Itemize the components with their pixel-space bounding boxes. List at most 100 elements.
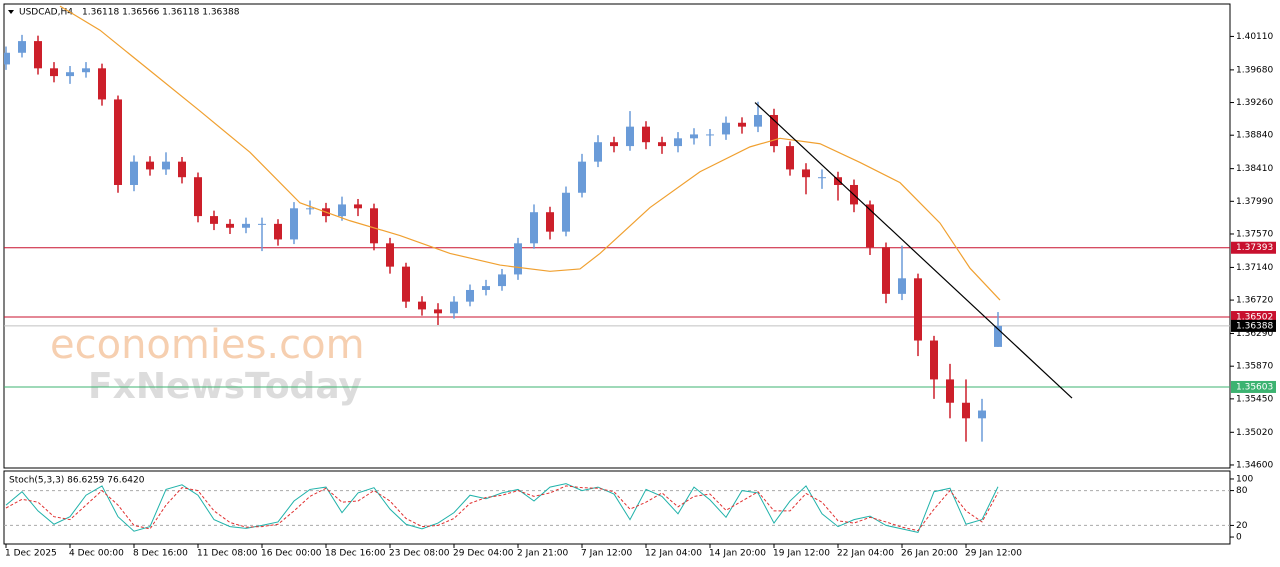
candle-body — [482, 286, 490, 290]
y-tick-label: 1.36290 — [1236, 329, 1273, 339]
candle-body — [354, 204, 362, 209]
x-tick-label: 22 Jan 04:00 — [837, 549, 894, 559]
candle-body — [98, 68, 106, 100]
x-tick-label: 16 Dec 00:00 — [261, 549, 322, 559]
x-tick-label: 14 Jan 20:00 — [709, 549, 766, 559]
candle-body — [562, 192, 570, 232]
menu-arrow[interactable] — [8, 10, 14, 14]
axes: 1.40110 1.39680 1.39260 1.38840 1.38410 1.379… — [5, 32, 1276, 559]
ohlc-label: 1.36118 1.36566 1.36118 1.36388 — [82, 8, 240, 18]
candle-body — [418, 301, 426, 310]
x-tick-label: 1 Dec 2025 — [5, 549, 57, 559]
y-tick-label: 1.35870 — [1236, 362, 1273, 372]
x-tick-label: 23 Dec 08:00 — [389, 549, 450, 559]
candle-body — [258, 223, 266, 225]
candle-body — [434, 309, 442, 314]
candle-body — [786, 146, 794, 170]
price-level-box — [1231, 380, 1276, 393]
stoch-panel — [3, 470, 1231, 545]
candle-body — [34, 41, 42, 69]
candle-body — [514, 243, 522, 275]
candle-body — [50, 68, 58, 77]
moving-average — [59, 5, 1001, 301]
y-tick-label: 0 — [1236, 533, 1242, 543]
candle-body — [18, 41, 26, 53]
candle-body — [530, 212, 538, 244]
candle-body — [674, 138, 682, 147]
candle-body — [450, 301, 458, 314]
candle-body — [834, 177, 842, 185]
candle-body — [546, 212, 554, 232]
candle-body — [994, 325, 1002, 347]
candle-body — [642, 126, 650, 143]
candle-body — [194, 177, 202, 217]
candle-body — [578, 161, 586, 193]
candle-body — [402, 266, 410, 302]
watermark: economies.com — [50, 322, 365, 368]
candle-body — [130, 161, 138, 185]
y-tick-label: 1.37570 — [1236, 229, 1273, 239]
candle-body — [898, 278, 906, 294]
candle-body — [594, 142, 602, 162]
stoch-line — [5, 485, 999, 532]
candle-body — [162, 161, 170, 170]
candle-body — [754, 114, 762, 127]
candle-body — [338, 204, 346, 217]
x-tick-label: 12 Jan 04:00 — [645, 549, 702, 559]
price-level-label: 1.37393 — [1236, 243, 1273, 253]
y-tick-label: 1.35450 — [1236, 394, 1273, 404]
candle-body — [882, 247, 890, 294]
candle-body — [466, 289, 474, 302]
candle-body — [226, 223, 234, 228]
candle-body — [610, 142, 618, 147]
price-level-label: 1.36502 — [1236, 313, 1273, 323]
candle-body — [946, 379, 954, 403]
main-panel — [3, 3, 1231, 469]
candle-body — [66, 72, 74, 77]
candle-body — [914, 278, 922, 341]
y-tick-label: 80 — [1236, 486, 1248, 496]
candle-body — [690, 134, 698, 139]
symbol-title: USDCAD,H4 — [19, 8, 73, 18]
stoch-line — [5, 483, 999, 533]
candle-body — [290, 208, 298, 240]
y-tick-label: 1.37140 — [1236, 263, 1273, 273]
price-level-label: 1.35603 — [1236, 382, 1273, 392]
y-tick-label: 1.36720 — [1236, 296, 1273, 306]
stoch-plot — [4, 483, 1230, 533]
trendline — [754, 102, 1073, 399]
main-plot — [4, 5, 1230, 442]
candle-body — [146, 161, 154, 170]
candle-body — [930, 340, 938, 380]
x-tick-label: 18 Dec 16:00 — [325, 549, 386, 559]
price-level-box — [1231, 241, 1276, 254]
candle-body — [818, 177, 826, 179]
candle-body — [210, 216, 218, 224]
y-tick-label: 1.39260 — [1236, 98, 1273, 108]
candle-body — [114, 99, 122, 185]
x-tick-label: 4 Dec 00:00 — [69, 549, 124, 559]
candle-body — [626, 126, 634, 147]
x-tick-label: 2 Jan 21:00 — [517, 549, 569, 559]
candle-body — [274, 223, 282, 240]
y-tick-label: 1.35020 — [1236, 428, 1273, 438]
candle-body — [242, 223, 250, 228]
y-tick-label: 1.40110 — [1236, 32, 1273, 42]
candle-body — [722, 122, 730, 135]
y-tick-label: 20 — [1236, 521, 1248, 531]
candle-body — [498, 274, 506, 287]
candle-body — [178, 161, 186, 178]
x-tick-label: 11 Dec 08:00 — [197, 549, 258, 559]
y-tick-label: 1.34600 — [1236, 460, 1273, 470]
x-tick-label: 26 Jan 20:00 — [901, 549, 958, 559]
y-tick-label: 1.39680 — [1236, 65, 1273, 75]
x-tick-label: 19 Jan 12:00 — [773, 549, 830, 559]
price-level-box — [1231, 319, 1276, 332]
candle-body — [658, 142, 666, 147]
candle-body — [978, 410, 986, 419]
y-tick-label: 1.37990 — [1236, 197, 1273, 207]
candle-body — [306, 208, 314, 210]
candle-body — [4, 52, 10, 65]
candle-body — [386, 243, 394, 267]
